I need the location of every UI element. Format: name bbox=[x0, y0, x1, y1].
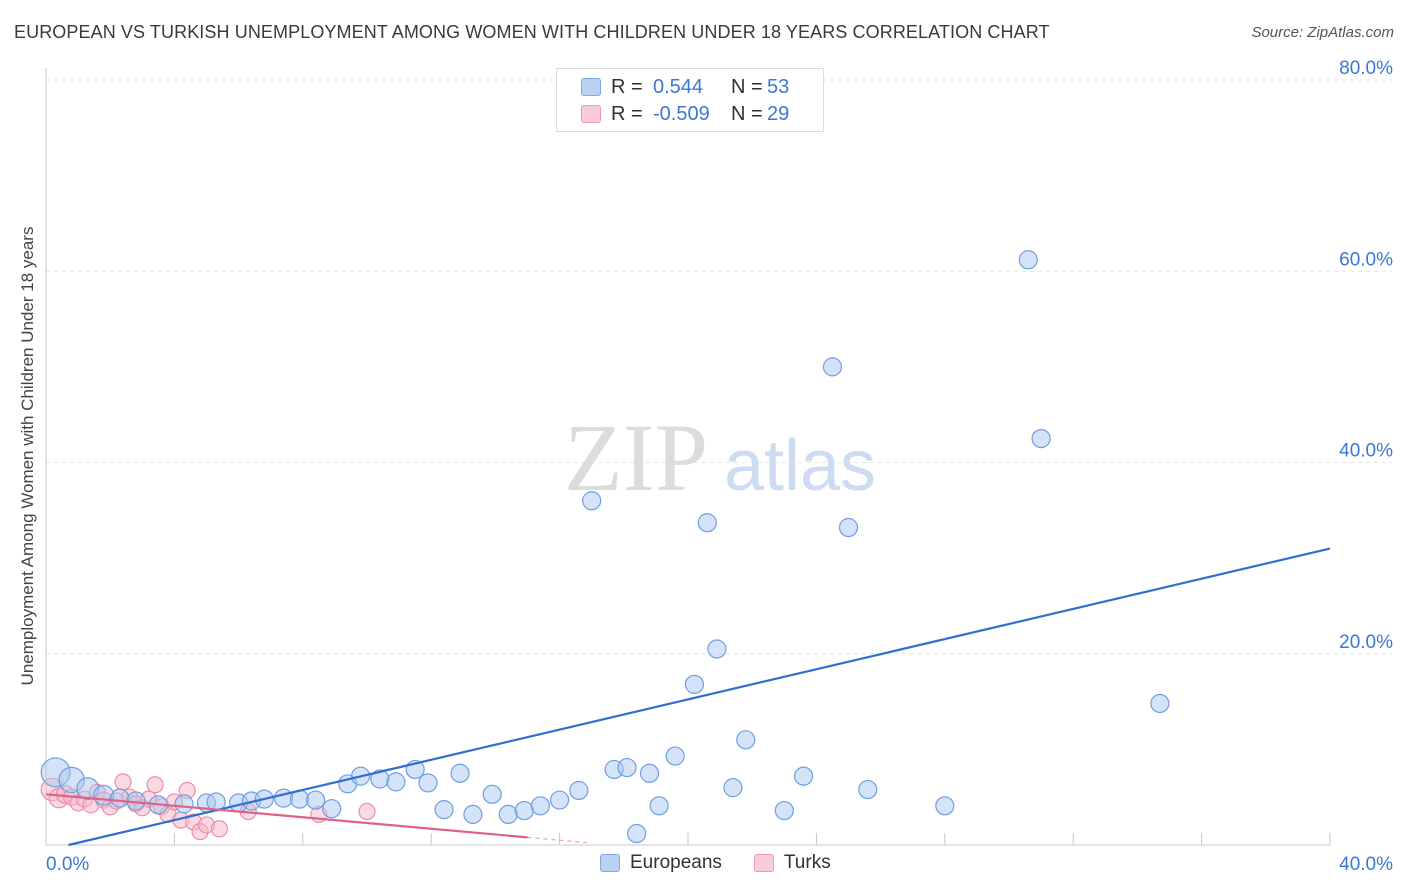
europeans-point bbox=[639, 763, 660, 783]
turks-point bbox=[210, 820, 228, 838]
turks-point bbox=[146, 776, 164, 794]
europeans-label: Europeans bbox=[630, 852, 722, 873]
correlation-legend: R = 0.544 N = 53 R = -0.509 N = 29 bbox=[556, 68, 824, 132]
europeans-point bbox=[697, 513, 717, 533]
legend-item-turks[interactable]: Turks bbox=[753, 852, 831, 874]
europeans-point bbox=[498, 804, 518, 825]
europeans-point bbox=[463, 804, 483, 825]
europeans-point bbox=[306, 790, 326, 810]
europeans-point bbox=[822, 357, 843, 377]
europeans-point bbox=[793, 766, 814, 786]
r-label: R = bbox=[611, 102, 643, 125]
europeans-point bbox=[665, 746, 685, 766]
europeans-point bbox=[273, 788, 294, 808]
europeans-point bbox=[549, 790, 570, 810]
tick-labels: 20.0% 40.0% 60.0% 80.0% 0.0% 40.0% bbox=[46, 58, 1393, 875]
europeans-point bbox=[627, 823, 647, 844]
europeans-point bbox=[434, 800, 454, 820]
turks-swatch bbox=[581, 105, 601, 123]
europeans-point bbox=[322, 799, 342, 819]
grid-lines bbox=[46, 79, 1392, 655]
watermark: ZIP atlas bbox=[564, 404, 876, 511]
series-legend: Europeans Turks bbox=[600, 852, 863, 874]
turks-point bbox=[358, 802, 376, 821]
turks-point bbox=[114, 773, 132, 791]
europeans-point bbox=[617, 757, 637, 778]
europeans-point bbox=[569, 780, 589, 801]
turks-label: Turks bbox=[783, 852, 831, 873]
europeans-swatch bbox=[600, 854, 620, 872]
europeans-point bbox=[774, 800, 794, 821]
y-tick-label: 80.0% bbox=[1339, 58, 1393, 79]
europeans-point bbox=[1150, 693, 1170, 714]
turks-trend-line bbox=[45, 793, 528, 839]
y-tick-label: 20.0% bbox=[1339, 632, 1393, 653]
watermark-atlas: atlas bbox=[724, 426, 876, 506]
n-label: N = bbox=[731, 102, 763, 125]
legend-row-turks: R = -0.509 N = 29 bbox=[581, 101, 789, 127]
europeans-point bbox=[482, 784, 502, 804]
europeans-point bbox=[174, 794, 194, 814]
europeans-point bbox=[684, 674, 705, 694]
turks-swatch bbox=[753, 854, 774, 872]
europeans-point bbox=[649, 796, 669, 816]
europeans-point bbox=[723, 778, 743, 798]
trend-lines bbox=[45, 547, 1331, 847]
r-value: -0.509 bbox=[653, 102, 710, 125]
europeans-point bbox=[838, 517, 859, 538]
n-label: N = bbox=[731, 75, 763, 98]
europeans-point bbox=[707, 639, 727, 659]
europeans-point bbox=[582, 491, 602, 511]
source-credit: Source: ZipAtlas.com bbox=[1251, 24, 1394, 41]
europeans-point bbox=[530, 796, 550, 816]
x-tick-label: 0.0% bbox=[46, 854, 89, 875]
y-tick-label: 60.0% bbox=[1339, 249, 1393, 270]
europeans-trend-line bbox=[68, 547, 1331, 847]
europeans-point bbox=[736, 730, 756, 750]
europeans-point bbox=[418, 773, 438, 793]
legend-row-europeans: R = 0.544 N = 53 bbox=[581, 74, 789, 100]
n-value: 29 bbox=[767, 102, 790, 125]
europeans-point bbox=[1031, 428, 1051, 449]
legend-item-europeans[interactable]: Europeans bbox=[600, 852, 722, 874]
europeans-points bbox=[40, 250, 1170, 844]
europeans-point bbox=[858, 779, 878, 800]
y-tick-label: 40.0% bbox=[1339, 441, 1393, 462]
axes bbox=[45, 68, 1331, 846]
r-label: R = bbox=[611, 75, 643, 98]
r-value: 0.544 bbox=[653, 75, 704, 98]
europeans-swatch bbox=[581, 78, 601, 96]
europeans-point bbox=[110, 788, 130, 808]
x-tick-label: 40.0% bbox=[1339, 854, 1393, 875]
europeans-point bbox=[514, 800, 534, 821]
europeans-point bbox=[1018, 250, 1038, 270]
turks-trend-extension bbox=[527, 836, 592, 844]
chart-title: EUROPEAN VS TURKISH UNEMPLOYMENT AMONG W… bbox=[14, 22, 1050, 42]
europeans-point bbox=[450, 763, 470, 783]
europeans-point bbox=[935, 796, 955, 816]
n-value: 53 bbox=[767, 75, 790, 98]
europeans-point bbox=[386, 772, 406, 792]
